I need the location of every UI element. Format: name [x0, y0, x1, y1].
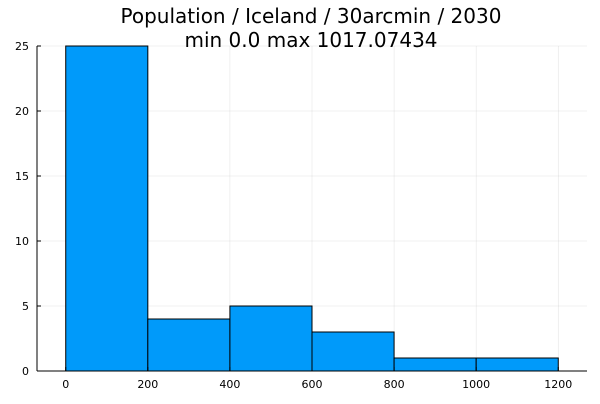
y-tick-label: 0	[22, 365, 29, 378]
y-tick-label: 5	[22, 300, 29, 313]
y-tick-label: 10	[15, 235, 29, 248]
y-tick-label: 20	[15, 105, 29, 118]
x-tick-label: 600	[302, 378, 323, 391]
y-tick-label: 25	[15, 40, 29, 53]
x-tick-label: 800	[384, 378, 405, 391]
chart-title: Population / Iceland / 30arcmin / 2030	[121, 4, 502, 28]
histogram-bar-5	[475, 357, 559, 372]
bar-layer	[65, 45, 559, 372]
x-tick-label: 200	[137, 378, 158, 391]
histogram-bar-3	[311, 331, 395, 372]
x-tick-label: 1200	[544, 378, 572, 391]
y-tick-label: 15	[15, 170, 29, 183]
x-tick-label: 0	[62, 378, 69, 391]
x-tick-label: 1000	[462, 378, 490, 391]
x-tick-label: 400	[219, 378, 240, 391]
histogram-bar-4	[393, 357, 477, 372]
histogram-bar-0	[65, 45, 149, 372]
tick-layer: 0 200 400 600 800 1000 1200 0 5 10 15 20 25	[15, 40, 572, 391]
histogram-bar-1	[147, 318, 231, 372]
histogram-bar-2	[229, 305, 313, 372]
chart-subtitle: min 0.0 max 1017.07434	[184, 28, 437, 52]
